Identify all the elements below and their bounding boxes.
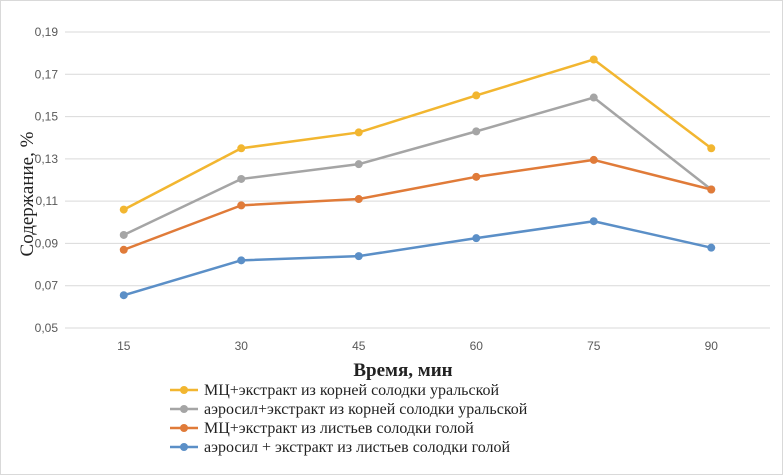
- data-point: [589, 155, 598, 164]
- data-point: [237, 144, 246, 153]
- x-axis-ticks: 15 30 45 60 75 90: [117, 339, 718, 353]
- data-point: [707, 144, 716, 153]
- x-tick-label: 30: [235, 339, 249, 353]
- legend-label: аэросил + экстракт из листьев солодки го…: [204, 439, 511, 456]
- series-line-2: [123, 96, 713, 237]
- data-point: [119, 291, 128, 300]
- y-tick-label: 0,13: [35, 152, 59, 166]
- legend-label: МЦ+экстракт из корней солодки уральской: [204, 382, 500, 399]
- legend: МЦ+экстракт из корней солодки уральской а…: [170, 382, 528, 456]
- legend-item-2: аэросил+экстракт из корней солодки ураль…: [170, 401, 528, 418]
- legend-marker: [180, 443, 188, 451]
- y-axis-title: Содержание, %: [17, 131, 38, 256]
- data-point: [237, 201, 246, 210]
- data-point: [354, 252, 363, 261]
- data-point: [472, 91, 481, 100]
- gridlines: [65, 31, 770, 329]
- x-tick-label: 75: [587, 339, 601, 353]
- y-tick-label: 0,09: [35, 236, 59, 250]
- x-tick-label: 15: [117, 339, 131, 353]
- legend-marker: [180, 386, 188, 394]
- data-point: [707, 243, 716, 252]
- legend-item-3: МЦ+экстракт из листьев солодки голой: [170, 420, 474, 437]
- y-tick-label: 0,15: [35, 110, 59, 124]
- legend-label: МЦ+экстракт из листьев солодки голой: [204, 420, 474, 437]
- y-tick-label: 0,19: [35, 25, 59, 39]
- y-tick-label: 0,07: [35, 279, 59, 293]
- data-point: [237, 174, 246, 183]
- legend-marker: [180, 424, 188, 432]
- data-point: [472, 172, 481, 181]
- data-point: [354, 160, 363, 169]
- series-line-3: [123, 158, 712, 251]
- x-axis-title: Время, мин: [353, 360, 452, 381]
- data-point: [472, 234, 481, 243]
- legend-item-4: аэросил + экстракт из листьев солодки го…: [170, 439, 511, 456]
- series-line-4: [123, 219, 712, 297]
- x-tick-label: 60: [470, 339, 484, 353]
- data-point: [589, 55, 598, 64]
- data-point: [354, 195, 363, 204]
- data-point: [472, 127, 481, 136]
- data-point: [119, 230, 128, 239]
- y-tick-label: 0,17: [35, 67, 59, 81]
- series-group: [119, 55, 716, 300]
- data-point: [707, 185, 716, 194]
- legend-marker: [180, 405, 188, 413]
- data-point: [354, 128, 363, 137]
- y-axis-ticks: 0,05 0,07 0,09 0,11 0,13 0,15 0,17 0,19: [35, 25, 59, 335]
- x-tick-label: 90: [705, 339, 719, 353]
- y-tick-label: 0,05: [35, 321, 59, 335]
- data-point: [589, 93, 598, 102]
- series-line-1: [123, 58, 713, 211]
- data-point: [119, 245, 128, 254]
- data-point: [589, 217, 598, 226]
- x-tick-label: 45: [352, 339, 366, 353]
- legend-item-1: МЦ+экстракт из корней солодки уральской: [170, 382, 500, 399]
- data-point: [119, 205, 128, 214]
- legend-label: аэросил+экстракт из корней солодки ураль…: [204, 401, 528, 418]
- y-tick-label: 0,11: [36, 194, 59, 208]
- data-point: [237, 256, 246, 265]
